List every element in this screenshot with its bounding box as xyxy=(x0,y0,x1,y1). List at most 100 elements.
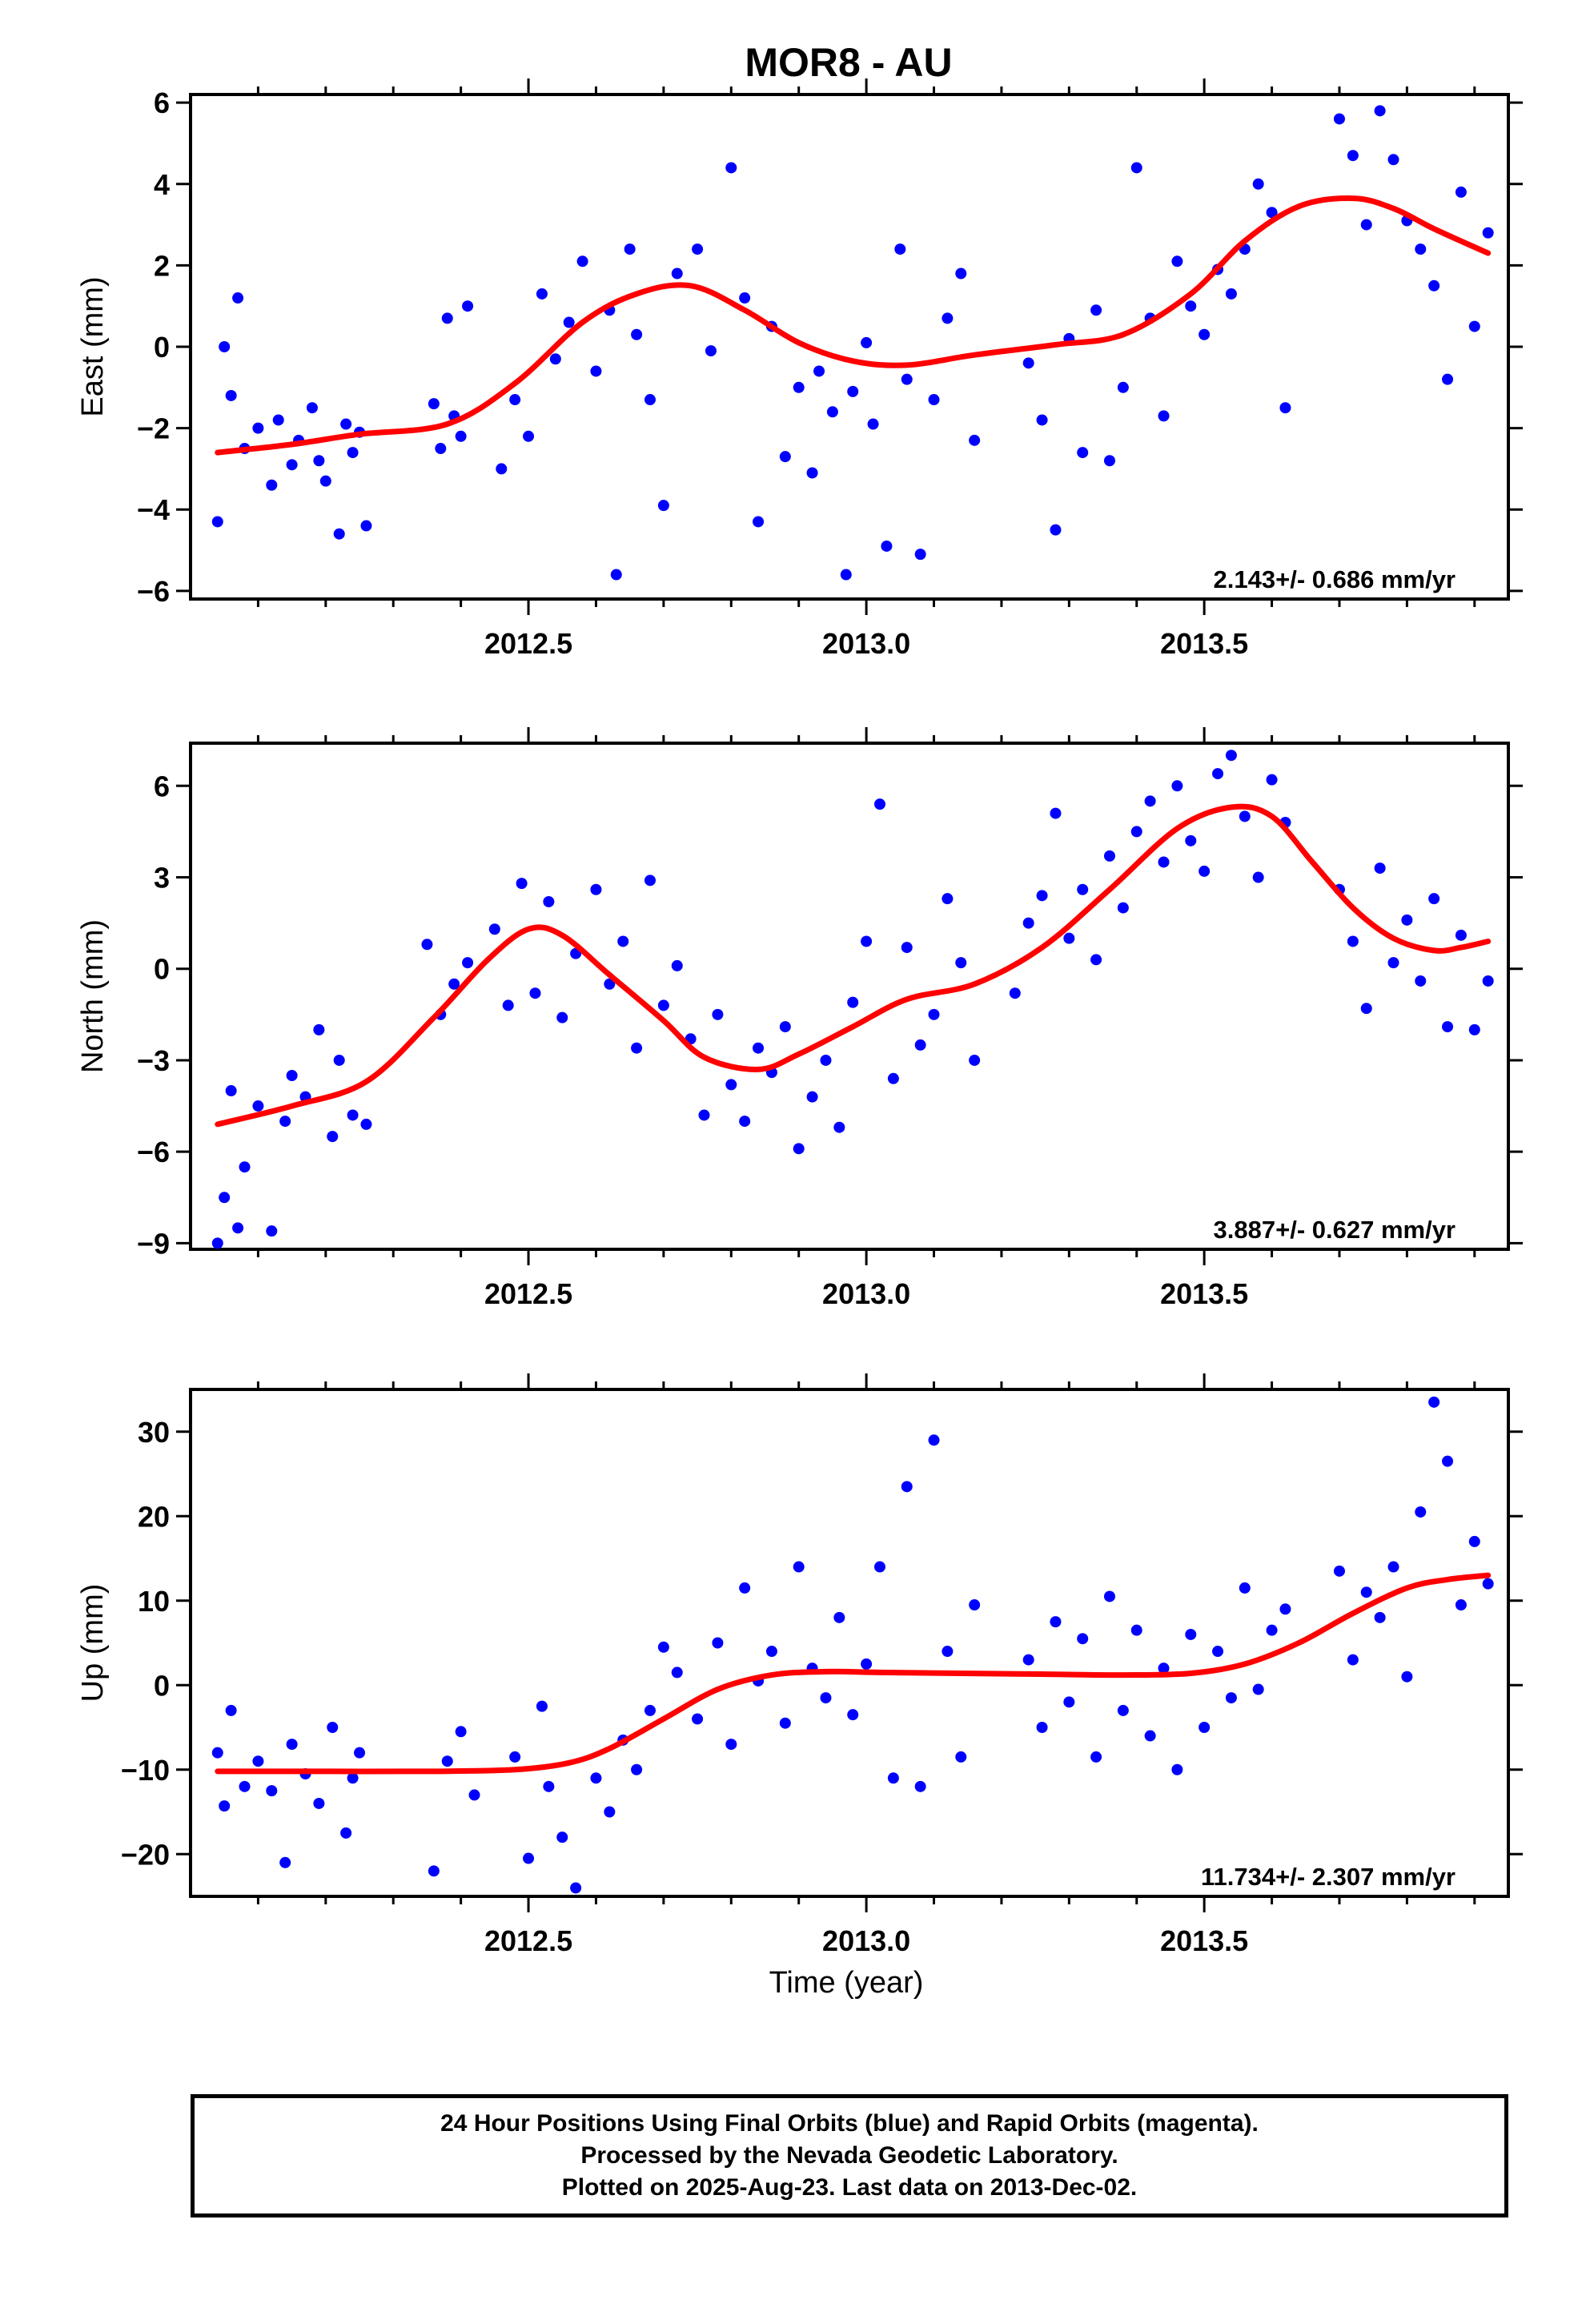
data-point xyxy=(928,1434,940,1446)
data-point xyxy=(887,1072,899,1084)
data-point xyxy=(793,381,805,393)
y-tick-label: −6 xyxy=(137,575,170,608)
data-point xyxy=(631,328,643,340)
data-point xyxy=(219,341,231,352)
data-point xyxy=(1130,826,1142,838)
data-point xyxy=(820,1054,832,1066)
data-point xyxy=(421,939,433,951)
data-point xyxy=(239,1161,251,1173)
data-point xyxy=(354,1747,366,1759)
data-point xyxy=(1185,834,1197,846)
data-point xyxy=(333,528,345,540)
trend-line xyxy=(215,803,1492,1128)
y-tick-label: −10 xyxy=(121,1754,170,1787)
data-point xyxy=(698,1109,710,1121)
data-point xyxy=(1158,410,1170,422)
data-point xyxy=(1171,255,1183,267)
data-point xyxy=(617,935,629,947)
trend-line xyxy=(215,195,1492,456)
data-point xyxy=(833,1121,845,1133)
data-point xyxy=(360,1118,372,1130)
data-point xyxy=(488,923,500,935)
data-point xyxy=(462,300,474,312)
data-point xyxy=(1225,1692,1237,1704)
data-point xyxy=(239,1780,251,1792)
data-point xyxy=(340,1827,352,1839)
data-point xyxy=(313,455,325,467)
data-point xyxy=(928,394,940,406)
data-point xyxy=(286,1069,298,1081)
data-point xyxy=(873,1561,885,1573)
y-tick-label: 3 xyxy=(154,862,170,895)
data-point xyxy=(901,373,913,385)
data-point xyxy=(1333,113,1345,125)
panel-3: 2012.5 2013.0 2013.5 30 20 10 0 −10 −20 Up (mm) 11… xyxy=(76,1373,1523,1957)
data-point xyxy=(1442,1021,1454,1033)
data-point xyxy=(225,389,237,401)
data-point xyxy=(1185,1628,1197,1640)
data-point xyxy=(441,312,453,324)
y-axis-label: North (mm) xyxy=(76,919,110,1073)
data-point xyxy=(867,418,879,430)
data-point xyxy=(725,162,737,174)
y-tick-label: 10 xyxy=(138,1585,170,1618)
data-point xyxy=(779,451,791,463)
rate-annotation: 3.887+/- 0.627 mm/yr xyxy=(1214,1216,1456,1244)
data-point xyxy=(847,1709,859,1721)
data-point xyxy=(1063,932,1075,944)
data-point xyxy=(1050,524,1062,536)
data-point xyxy=(914,1039,926,1051)
data-point xyxy=(1090,304,1102,316)
data-point xyxy=(765,1646,777,1658)
data-point xyxy=(671,267,683,279)
data-point xyxy=(319,475,331,487)
data-point xyxy=(1171,1763,1183,1775)
data-point xyxy=(219,1192,231,1204)
data-point xyxy=(624,243,636,255)
data-point xyxy=(793,1561,805,1573)
data-point xyxy=(1415,1506,1427,1518)
data-point xyxy=(692,243,704,255)
data-point xyxy=(563,316,575,328)
y-tick-label: 30 xyxy=(138,1416,170,1449)
data-point xyxy=(1455,1599,1467,1611)
data-point xyxy=(272,414,284,426)
data-point xyxy=(779,1717,791,1729)
data-point xyxy=(1482,227,1494,239)
data-point xyxy=(455,1726,467,1738)
data-point xyxy=(826,406,838,418)
data-point xyxy=(1415,975,1427,987)
y-axis-label: East (mm) xyxy=(76,276,110,416)
data-point xyxy=(1442,373,1454,385)
data-point xyxy=(266,1225,278,1237)
data-point xyxy=(1130,1624,1142,1636)
footer-box: 24 Hour Positions Using Final Orbits (bl… xyxy=(191,2094,1508,2217)
data-point xyxy=(549,353,561,365)
data-point xyxy=(881,540,893,552)
data-point xyxy=(327,1131,339,1143)
data-point xyxy=(1239,1582,1251,1594)
data-point xyxy=(1117,1704,1129,1716)
data-point xyxy=(1266,207,1278,219)
data-point xyxy=(1077,447,1089,459)
data-point xyxy=(725,1739,737,1751)
data-point xyxy=(753,516,765,528)
data-point xyxy=(232,1222,244,1234)
data-point xyxy=(1266,774,1278,786)
data-point xyxy=(1279,402,1291,414)
data-point xyxy=(813,365,825,377)
data-points xyxy=(211,105,1494,581)
data-point xyxy=(1130,162,1142,174)
data-point xyxy=(671,959,683,971)
data-point xyxy=(219,1800,231,1812)
data-point xyxy=(252,1100,264,1112)
data-point xyxy=(225,1704,237,1716)
data-point xyxy=(1050,1616,1062,1628)
data-point xyxy=(543,1780,555,1792)
data-point xyxy=(266,1785,278,1797)
data-point xyxy=(1252,1683,1264,1695)
data-point xyxy=(1468,1535,1480,1547)
data-point xyxy=(955,1751,967,1763)
data-point xyxy=(232,292,244,304)
